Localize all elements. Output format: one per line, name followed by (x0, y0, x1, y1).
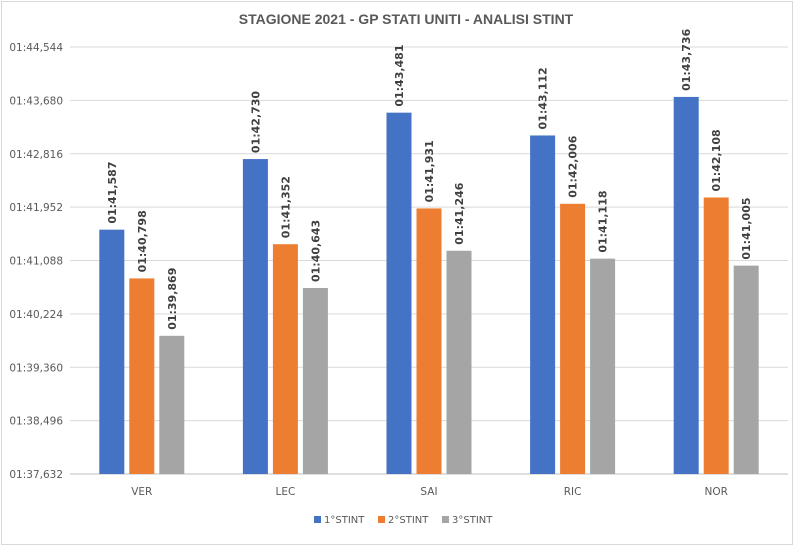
bar-ric-stint-2 (560, 203, 586, 474)
bar-ver-stint-1 (99, 229, 125, 474)
bar-nor-stint-1 (673, 96, 699, 474)
x-tick-label: NOR (704, 486, 727, 498)
data-label: 01:41,931 (423, 140, 436, 202)
y-tick-label: 01:41,952 (9, 202, 63, 214)
bar-ver-stint-3 (159, 335, 185, 474)
data-label: 01:40,643 (309, 220, 322, 282)
y-tick-label: 01:41,088 (9, 256, 63, 268)
y-tick-label: 01:44,544 (9, 42, 63, 54)
x-tick-label: SAI (420, 486, 437, 498)
data-label: 01:41,118 (597, 190, 610, 252)
bars (99, 96, 759, 475)
bar-lec-stint-2 (272, 244, 298, 474)
y-tick-label: 01:38,496 (9, 416, 63, 428)
bar-nor-stint-3 (733, 265, 759, 474)
data-label: 01:40,798 (136, 210, 149, 272)
data-label: 01:42,730 (249, 91, 262, 154)
legend-swatch (442, 516, 449, 523)
legend-swatch (378, 516, 385, 523)
y-tick-label: 01:40,224 (9, 309, 63, 321)
y-axis-ticks: 01:37,632 01:38,496 01:39,360 01:40,224 01:4… (9, 42, 63, 481)
data-label: 01:43,112 (537, 67, 550, 129)
bar-lec-stint-3 (302, 287, 328, 474)
data-label: 01:41,352 (279, 176, 292, 238)
y-tick-label: 01:39,360 (9, 362, 63, 374)
x-tick-label: RIC (564, 486, 582, 498)
legend-swatch (314, 516, 321, 523)
x-tick-label: VER (131, 486, 152, 498)
x-axis-ticks: VER LEC SAI RIC NOR (131, 486, 728, 498)
legend-label: 2°STINT (388, 515, 429, 526)
data-label: 01:41,005 (740, 197, 753, 259)
bar-sai-stint-3 (446, 250, 472, 474)
legend-label: 1°STINT (324, 515, 365, 526)
data-labels: 01:41,587 01:40,798 01:39,869 01:42,730 01:4… (106, 28, 753, 329)
legend-label: 3°STINT (452, 515, 493, 526)
y-tick-label: 01:42,816 (9, 149, 63, 161)
data-label: 01:43,736 (680, 28, 693, 91)
gridlines (70, 46, 788, 475)
y-tick-label: 01:37,632 (9, 469, 63, 481)
y-tick-label: 01:43,680 (9, 95, 63, 107)
data-label: 01:43,481 (393, 45, 406, 107)
data-label: 01:42,006 (567, 135, 580, 198)
bar-sai-stint-1 (386, 112, 412, 474)
data-label: 01:41,246 (453, 182, 466, 245)
chart-title: STAGIONE 2021 - GP STATI UNITI - ANALISI… (239, 11, 574, 27)
data-label: 01:42,108 (710, 129, 723, 191)
bar-nor-stint-2 (703, 197, 729, 474)
data-label: 01:39,869 (166, 268, 179, 330)
bar-ric-stint-3 (590, 258, 616, 474)
bar-sai-stint-2 (416, 208, 442, 474)
bar-ric-stint-1 (530, 135, 556, 475)
legend: 1°STINT 2°STINT 3°STINT (314, 515, 493, 526)
x-tick-label: LEC (275, 486, 295, 498)
data-label: 01:41,587 (106, 162, 119, 224)
bar-lec-stint-1 (242, 159, 268, 474)
bar-ver-stint-2 (129, 278, 155, 474)
